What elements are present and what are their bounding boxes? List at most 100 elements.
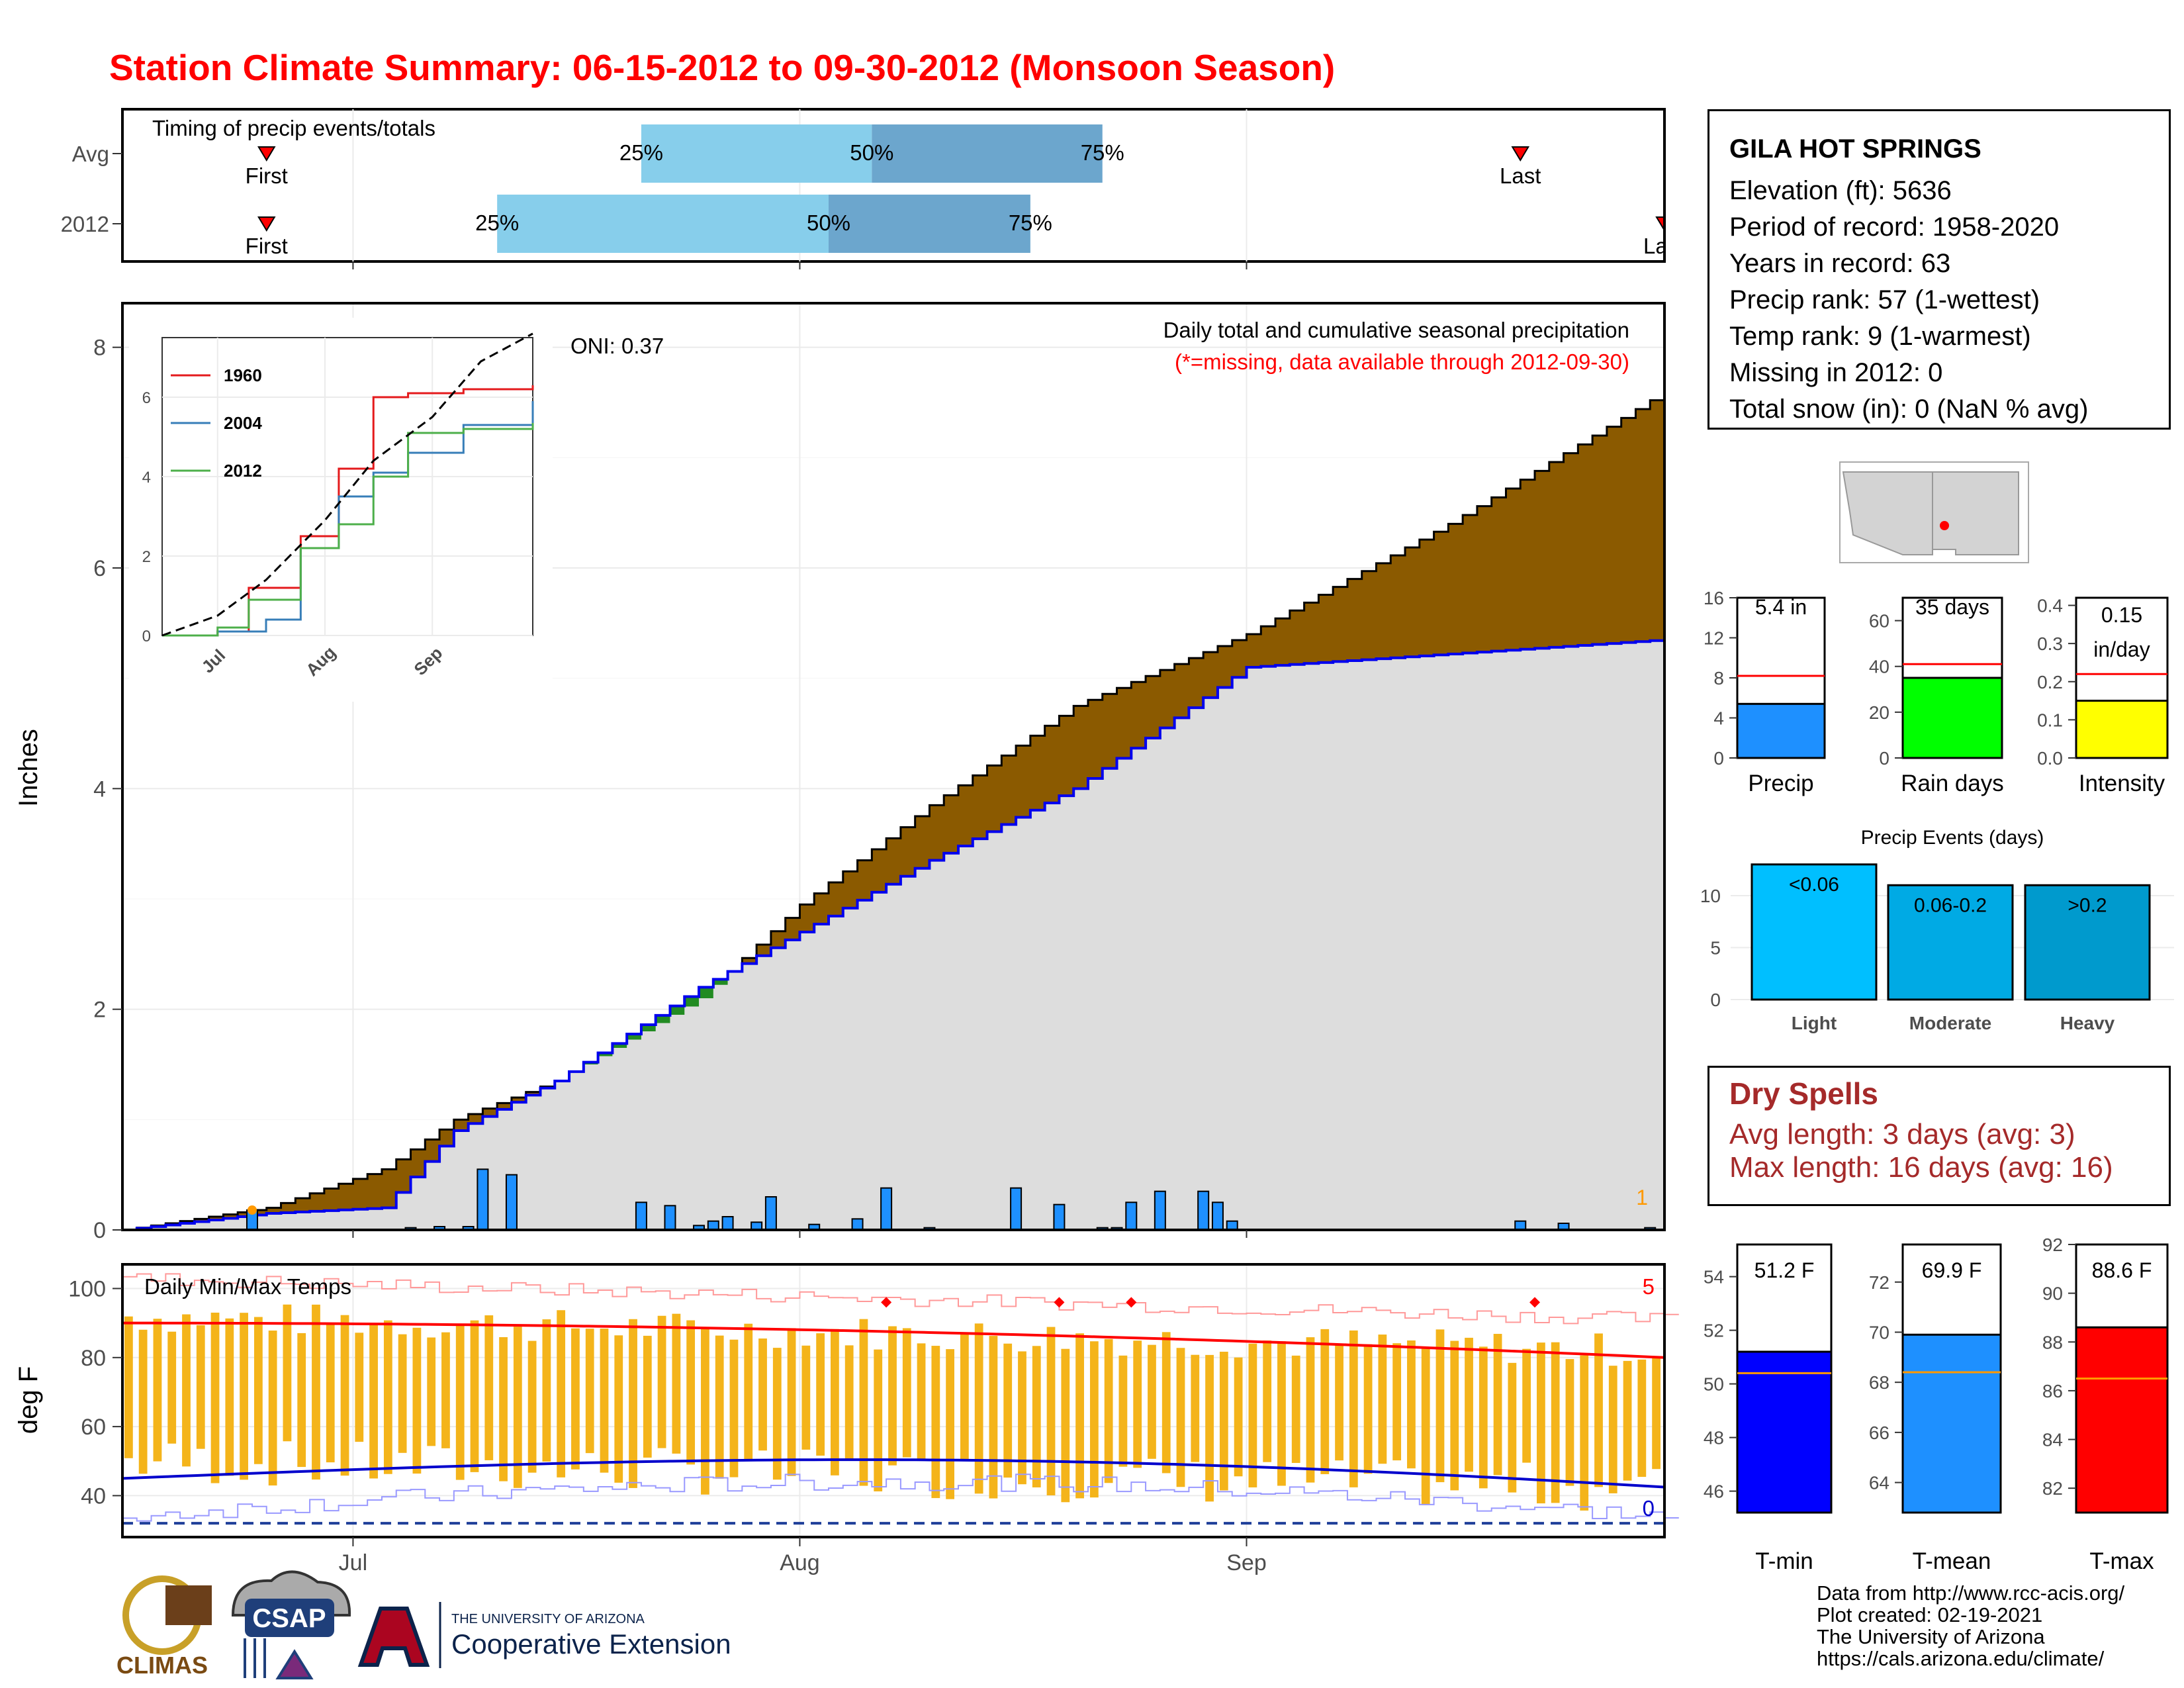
precip-events-title: Precip Events (days) (1861, 827, 2044, 849)
climas-logo-block (165, 1585, 212, 1625)
observed-cumulative-line (122, 639, 1666, 1231)
daily-temp-bar (614, 1335, 623, 1483)
daily-temp-bar (888, 1326, 897, 1466)
daily-temp-bar (1089, 1341, 1099, 1498)
temp-bar-ytick: 90 (2042, 1284, 2063, 1304)
precip-ytick-label: 2 (93, 998, 106, 1023)
temp-bar-ytick: 64 (1869, 1473, 1889, 1493)
daily-precip-bar (880, 1187, 893, 1231)
daily-temp-bar (917, 1343, 926, 1460)
station-info-box: GILA HOT SPRINGS Elevation (ft): 5636 Pe… (1707, 109, 2171, 430)
daily-temp-bar (1148, 1344, 1156, 1459)
temp-count-high: 5 (1643, 1274, 1655, 1299)
avg-max-line (122, 1321, 1665, 1359)
csap-badge (245, 1599, 334, 1637)
daily-temp-bar (1291, 1355, 1300, 1464)
daily-temp-bar (1176, 1348, 1185, 1487)
precip-panel-frame (121, 302, 1666, 1231)
daily-temp-bar (455, 1325, 465, 1480)
daily-temp-bar (182, 1314, 191, 1467)
daily-temp-bar (657, 1315, 666, 1448)
daily-temp-bar (801, 1345, 811, 1450)
daily-temp-bar (859, 1319, 868, 1486)
inset-ytick-label: 6 (142, 389, 151, 407)
daily-precip-bar (505, 1174, 518, 1231)
precip-events-ytick: 0 (1710, 990, 1721, 1010)
timing-p25-label: 25% (475, 211, 519, 235)
dry-spells-title: Dry Spells (1729, 1076, 1878, 1111)
daily-temp-bar (1349, 1330, 1358, 1487)
daily-temp-bar (1320, 1329, 1330, 1474)
daily-temp-bar (1205, 1354, 1214, 1502)
temp-bar-ytick: 86 (2042, 1381, 2063, 1401)
credits: Data from http://www.rcc-acis.org/ Plot … (1817, 1582, 2124, 1669)
daily-temp-bar (369, 1323, 378, 1479)
timing-row-label: 2012 (61, 212, 109, 236)
daily-temp-bar (138, 1329, 148, 1474)
daily-temp-bar (571, 1328, 580, 1470)
precip-ylabel: Inches (14, 729, 43, 807)
daily-temp-bar (1435, 1329, 1445, 1483)
daily-temp-bar (643, 1335, 652, 1458)
inset-ytick-label: 0 (142, 628, 151, 645)
daily-temp-bar (816, 1333, 825, 1456)
daily-temp-bar (831, 1329, 839, 1476)
daily-temp-bar (946, 1349, 954, 1499)
daily-temp-bar (1565, 1359, 1574, 1486)
daily-precip-bar (851, 1218, 864, 1231)
summary-value-label: 5.4 in (1755, 595, 1807, 619)
daily-temp-bar (1104, 1338, 1113, 1483)
daily-temp-bar (297, 1333, 306, 1468)
inset-frame (161, 337, 533, 636)
daily-temp-bar (1161, 1332, 1171, 1474)
daily-temp-bar (1118, 1355, 1128, 1467)
daily-temp-bar (989, 1336, 998, 1499)
daily-temp-bar (1537, 1342, 1545, 1504)
summary-ytick-label: 0 (1713, 748, 1724, 769)
last-event-marker (1511, 146, 1530, 162)
inset-series-average (161, 332, 533, 637)
record-high-marker (1054, 1297, 1065, 1308)
summary-ytick-label: 0.4 (2037, 596, 2063, 616)
daily-temp-bar (1133, 1340, 1142, 1468)
daily-temp-bar (124, 1316, 133, 1458)
station-period: Period of record: 1958-2020 (1729, 212, 2060, 242)
credit-line: https://cals.arizona.edu/climate/ (1817, 1647, 2105, 1670)
summary-bar-rain-days (1901, 677, 2003, 759)
csap-graphic (244, 1638, 314, 1679)
daily-temp-bar (355, 1333, 364, 1442)
daily-temp-bar (196, 1325, 205, 1449)
temp-panel-frame (121, 1263, 1666, 1538)
precip-event-bar (1887, 884, 2014, 1001)
daily-temp-bar (268, 1331, 277, 1486)
daily-temp-bar (312, 1304, 320, 1480)
precip-event-bar (1751, 863, 1878, 1001)
temp-bar-ytick: 82 (2042, 1478, 2063, 1499)
station-elevation: Elevation (ft): 5636 (1729, 176, 1952, 205)
daily-temp-bar (412, 1327, 422, 1474)
inset-ytick-label: 4 (142, 469, 151, 487)
precip-annotation-title: Daily total and cumulative seasonal prec… (1163, 318, 1629, 342)
daily-temp-bar (1637, 1359, 1647, 1477)
timing-panel-label: Timing of precip events/totals (152, 116, 435, 140)
timing-box-upper (872, 124, 1103, 183)
missing-marker (247, 1205, 257, 1215)
daily-temp-bar (1407, 1340, 1416, 1469)
daily-temp-bar (715, 1335, 724, 1479)
summary-ytick-label: 40 (1869, 657, 1889, 677)
precip-event-category: Light (1792, 1013, 1837, 1033)
daily-temp-bar (931, 1346, 940, 1499)
daily-temp-bar (1479, 1346, 1488, 1489)
temp-bar-ytick: 52 (1704, 1321, 1724, 1341)
ua-name-text: THE UNIVERSITY OF ARIZONA (451, 1612, 645, 1626)
temp-bar-ytick: 92 (2042, 1235, 2063, 1255)
x-axis-tick-label: Jul (339, 1550, 367, 1575)
daily-temp-bar (240, 1313, 248, 1480)
temp-ytick-label: 80 (81, 1346, 106, 1371)
avg-min-line (122, 1458, 1665, 1489)
daily-precip-bar (1197, 1190, 1210, 1231)
oni-label: ONI: 0.37 (570, 334, 664, 358)
daily-temp-bar (902, 1328, 911, 1458)
daily-temp-bar (1046, 1327, 1056, 1495)
precip-event-category: Moderate (1909, 1013, 1991, 1033)
